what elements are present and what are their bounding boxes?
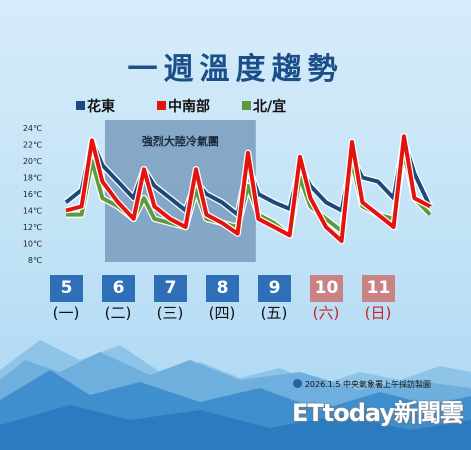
y-tick-label: 10℃ [23,240,42,249]
day-box-9: 9 [258,275,291,302]
chart-title: 一週溫度趨勢 [127,52,344,87]
credit-text: 2026.1.5 中央氣象署上午採訪製圖 [304,380,431,389]
weekday-label-6: (二) [104,304,132,322]
legend-item-north-yilan: 北/宜 [242,96,286,116]
legend-label-central-south: 中南部 [168,99,210,115]
day-box-7: 7 [154,275,187,302]
y-tick-label: 12℃ [23,223,42,232]
watermark-logo: ETtoday新聞雲 [291,399,464,427]
day-box-8: 8 [206,275,239,302]
legend-swatch-huadong [76,101,85,110]
weekday-label-9: (五) [260,304,288,322]
y-axis: 24℃ 22℃ 20℃ 18℃ 16℃ 14℃ 12℃ 10℃ 8℃ [23,124,42,265]
legend-label-huadong: 花東 [87,99,115,115]
cold-air-mass-label: 強烈大陸冷氣團 [142,134,219,148]
weekday-label-7: (三) [156,304,184,322]
legend-swatch-north-yilan [242,101,251,110]
legend-item-central-south: 中南部 [157,96,210,116]
y-tick-label: 24℃ [23,124,42,133]
series-lines [63,133,433,245]
weekday-label-10: (六) [312,304,340,322]
y-tick-label: 18℃ [23,174,42,183]
day-box-5: 5 [50,275,83,302]
day-box-6: 6 [102,275,135,302]
weekday-label-8: (四) [208,304,236,322]
day-box-11: 11 [362,275,395,302]
weekday-label-11: (日) [364,304,392,322]
legend-label-north-yilan: 北/宜 [253,99,287,115]
y-tick-label: 22℃ [23,141,42,150]
legend-item-huadong: 花東 [76,96,115,116]
legend-swatch-central-south [157,101,166,110]
cwa-logo-icon [292,379,302,388]
weekday-label-5: (一) [52,304,80,322]
series-line-central-south [65,134,431,243]
credit-line: 2026.1.5 中央氣象署上午採訪製圖 [292,379,431,390]
y-tick-label: 16℃ [23,190,42,199]
y-tick-label: 14℃ [23,207,42,216]
day-box-10: 10 [310,275,343,302]
y-tick-label: 20℃ [23,157,42,166]
y-tick-label: 8℃ [28,256,42,265]
